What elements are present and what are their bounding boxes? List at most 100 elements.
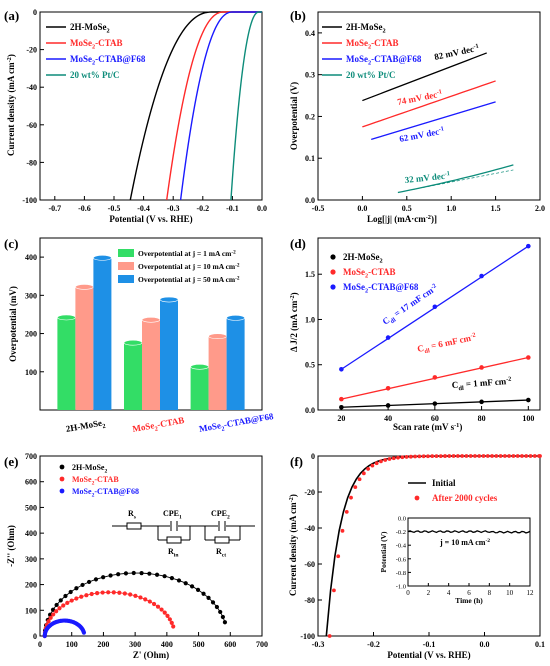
inset-x-tick-label: 6: [467, 589, 471, 597]
y-tick-label: 100: [25, 606, 37, 615]
data-point: [479, 399, 484, 405]
legend-entry: After 2000 cycles: [432, 493, 498, 503]
y-tick-label: 0: [311, 452, 315, 461]
y-tick-label: -60: [26, 121, 37, 130]
resistor-rs: [126, 522, 142, 530]
data-point: [528, 454, 533, 458]
plot-area-b: [317, 11, 541, 201]
y-tick-label: 0.3: [305, 71, 315, 80]
x-tick-label: 0.5: [402, 204, 412, 213]
data-point: [339, 396, 344, 402]
legend-entry: MoSe2-CTAB@F68: [343, 282, 419, 295]
x-tick-label: -0.6: [78, 204, 91, 213]
circuit-label: Rs: [128, 509, 137, 520]
bar: [226, 317, 245, 410]
y-tick-label: 0.5: [305, 361, 315, 370]
legend-entry: Overpotential at j = 50 mA cm-2: [138, 275, 240, 284]
legend-entry: MoSe2-CTAB: [343, 267, 396, 280]
legend-entry: MoSe2-CTAB@F68: [72, 487, 139, 498]
bar-cap: [141, 316, 161, 323]
data-point: [485, 454, 490, 458]
y-tick-label: 200: [25, 581, 37, 590]
legend-entry: Overpotential at j = 1 mA cm-2: [138, 249, 236, 258]
data-point: [479, 273, 484, 279]
legend-entry: 20 wt% Pt/C: [346, 70, 396, 80]
y-tick-label: 600: [25, 478, 37, 487]
bar-cap: [123, 339, 143, 346]
inset-annotation: j = 10 mA cm-2: [439, 538, 490, 547]
inset-area: [407, 517, 531, 587]
data-point: [370, 463, 375, 468]
y-tick-label: 300: [25, 291, 37, 300]
inset-x-tick-label: 10: [506, 589, 514, 597]
y-tick-label: 400: [25, 253, 37, 262]
data-point: [490, 454, 494, 458]
y-tick-label: 700: [25, 452, 37, 461]
y-tick-label: 0.0: [305, 196, 315, 205]
y-tick-label: 0.0: [305, 406, 315, 415]
x-tick-label: -0.5: [312, 204, 325, 213]
data-point: [426, 454, 430, 459]
x-tick-label: 0.0: [480, 640, 490, 649]
legend-marker: [330, 269, 336, 275]
y-axis-label: Overpotential (V): [289, 82, 299, 150]
bar-cap: [75, 284, 94, 290]
slope-label: 32 mV dec-1: [404, 170, 450, 185]
data-point: [520, 454, 524, 458]
panel-label: (f): [290, 454, 303, 469]
data-point: [361, 471, 366, 476]
data-point: [332, 588, 336, 593]
cdl-label: Cdl = 1 mF cm-2: [451, 376, 512, 393]
y-tick-label: -20: [304, 488, 315, 497]
data-point: [396, 455, 400, 460]
legend-marker: [414, 495, 420, 501]
y-tick-label: 0.2: [305, 112, 315, 121]
data-point: [344, 509, 349, 514]
slope-label: 62 mV dec-1: [398, 125, 445, 144]
slope-label: 82 mV dec-1: [433, 43, 480, 62]
x-tick-label: 0.0: [357, 204, 367, 213]
y-axis-label: Current density (mA cm-2): [6, 54, 16, 156]
data-point: [339, 404, 344, 410]
data-point: [353, 485, 358, 490]
y-axis-label: Δ J/2 (mA cm-2): [289, 292, 299, 352]
fit-line: [362, 80, 496, 128]
y-tick-label: -40: [304, 524, 315, 533]
plot-area-f: [317, 455, 541, 637]
data-point: [383, 458, 388, 462]
cpe-gap: [170, 521, 178, 531]
inset-x-tick-label: 12: [527, 589, 535, 597]
x-tick-label: -0.3: [167, 204, 180, 213]
data-point: [336, 554, 341, 559]
data-point: [481, 454, 486, 458]
x-axis-label: Log[|j| (mA·cm-2)]: [367, 214, 437, 224]
data-point: [511, 454, 516, 458]
series-line: [397, 164, 514, 194]
inset-y-label: Potential (V): [379, 531, 388, 573]
legend-marker: [330, 254, 336, 260]
legend-swatch: [118, 275, 134, 283]
bar-cap: [208, 333, 227, 340]
data-point: [400, 455, 405, 460]
data-point: [468, 454, 473, 458]
data-point: [432, 401, 438, 406]
bar: [93, 257, 112, 410]
y-tick-label: 100: [25, 368, 37, 377]
x-tick-label: 300: [129, 640, 141, 649]
panel-label: (b): [290, 8, 306, 23]
inset-y-tick-label: 0.0: [398, 516, 406, 523]
inset-y-tick-label: -1.0: [396, 584, 406, 591]
plot-area-d: [317, 237, 541, 411]
x-axis-label: Scan rate (mV s-1): [393, 422, 462, 432]
inset-x-tick-label: 4: [447, 589, 451, 597]
resistor-rct: [214, 536, 230, 544]
data-point: [494, 454, 499, 458]
series-line: [129, 11, 262, 201]
data-point: [408, 454, 413, 459]
data-point: [526, 355, 531, 360]
panel-label: (e): [4, 454, 18, 469]
data-point: [432, 375, 438, 380]
data-point: [502, 454, 507, 458]
bar-cap: [190, 364, 209, 370]
y-tick-label: -40: [26, 83, 37, 92]
